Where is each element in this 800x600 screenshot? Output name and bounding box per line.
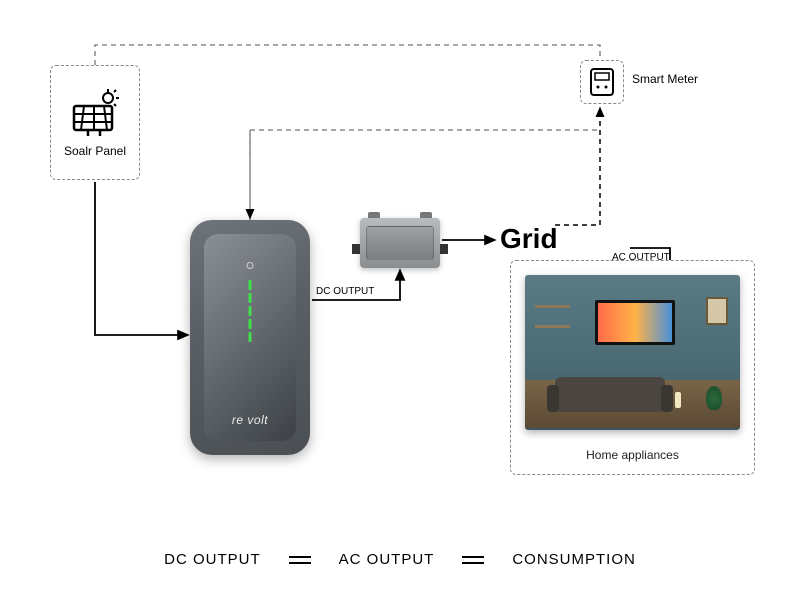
solar-panel-label: Soalr Panel bbox=[64, 144, 126, 158]
legend-separator-icon bbox=[462, 554, 484, 566]
battery-brand-label: re volt bbox=[190, 413, 310, 427]
solar-panel-icon bbox=[70, 88, 120, 138]
legend-item: DC OUTPUT bbox=[164, 551, 261, 568]
legend-separator-icon bbox=[289, 554, 311, 566]
home-scene-illustration bbox=[525, 275, 740, 430]
meter-icon bbox=[589, 67, 615, 97]
home-appliances-label: Home appliances bbox=[510, 448, 755, 462]
legend-item: AC OUTPUT bbox=[339, 551, 435, 568]
smart-meter-node bbox=[580, 60, 624, 104]
solar-panel-node: Soalr Panel bbox=[50, 65, 140, 180]
grid-label: Grid bbox=[500, 223, 558, 255]
legend: DC OUTPUT AC OUTPUT CONSUMPTION bbox=[0, 551, 800, 568]
dc-output-label: DC OUTPUT bbox=[316, 286, 374, 297]
microinverter-node bbox=[360, 218, 440, 268]
smart-meter-label: Smart Meter bbox=[632, 72, 698, 86]
legend-item: CONSUMPTION bbox=[512, 551, 636, 568]
battery-storage-node: re volt bbox=[190, 220, 310, 455]
